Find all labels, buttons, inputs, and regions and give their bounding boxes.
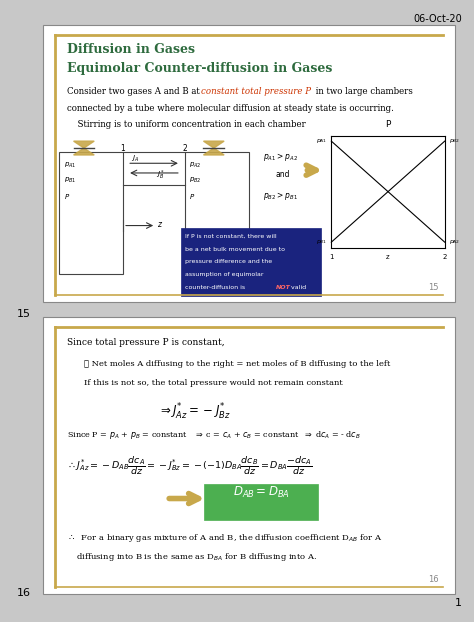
Polygon shape <box>73 141 94 148</box>
Text: If this is not so, the total pressure would not remain constant: If this is not so, the total pressure wo… <box>84 379 343 388</box>
Text: and: and <box>276 170 290 179</box>
Text: $p_{B1}$: $p_{B1}$ <box>64 176 76 185</box>
Text: $\Rightarrow J_{Az}^{*} = -J_{Bz}^{*}$: $\Rightarrow J_{Az}^{*} = -J_{Bz}^{*}$ <box>158 402 231 422</box>
FancyBboxPatch shape <box>59 152 123 274</box>
Text: assumption of equimolar: assumption of equimolar <box>185 272 264 277</box>
Text: Since P = $p_A$ + $p_B$ = constant   $\Rightarrow$ c = $c_A$ + $c_B$ = constant : Since P = $p_A$ + $p_B$ = constant $\Rig… <box>67 429 361 442</box>
Text: NOT: NOT <box>276 285 291 290</box>
Text: $z$: $z$ <box>157 220 164 230</box>
Text: Equimolar Counter-diffusion in Gases: Equimolar Counter-diffusion in Gases <box>67 62 333 75</box>
Text: If P is not constant, there will: If P is not constant, there will <box>185 234 276 239</box>
FancyBboxPatch shape <box>43 317 455 594</box>
Text: 16: 16 <box>17 588 31 598</box>
Text: 1: 1 <box>329 254 334 260</box>
Text: valid: valid <box>289 285 306 290</box>
Text: $\therefore$  For a binary gas mixture of A and B, the diffusion coefficient D$_: $\therefore$ For a binary gas mixture of… <box>67 532 383 544</box>
Text: 16: 16 <box>428 575 438 584</box>
Text: diffusing into B is the same as D$_{BA}$ for B diffusing into A.: diffusing into B is the same as D$_{BA}$… <box>76 551 317 563</box>
FancyBboxPatch shape <box>43 25 455 302</box>
FancyBboxPatch shape <box>185 152 249 274</box>
Text: connected by a tube where molecular diffusion at steady state is occurring.: connected by a tube where molecular diff… <box>67 104 394 113</box>
Text: P: P <box>385 119 391 129</box>
Text: 15: 15 <box>428 283 438 292</box>
Text: counter-diffusion is: counter-diffusion is <box>185 285 247 290</box>
Text: 15: 15 <box>17 309 31 319</box>
Text: $p_{A1}$: $p_{A1}$ <box>64 160 76 170</box>
Text: 1: 1 <box>121 144 126 153</box>
Text: $p_{B2}$: $p_{B2}$ <box>449 137 460 145</box>
Text: z: z <box>386 254 390 260</box>
FancyBboxPatch shape <box>181 228 321 296</box>
Text: 06-Oct-20: 06-Oct-20 <box>413 14 462 24</box>
Text: $p_{A1} > p_{A2}$: $p_{A1} > p_{A2}$ <box>263 151 298 163</box>
Text: in two large chambers: in two large chambers <box>313 87 413 96</box>
Text: $p_{B1}$: $p_{B1}$ <box>316 238 327 246</box>
Text: ∴ Net moles A diffusing to the right = net moles of B diffusing to the left: ∴ Net moles A diffusing to the right = n… <box>84 360 390 368</box>
Text: $p_{A2}$: $p_{A2}$ <box>189 160 201 170</box>
Text: Diffusion in Gases: Diffusion in Gases <box>67 43 195 56</box>
Text: $P$: $P$ <box>64 192 70 202</box>
Text: Consider two gases A and B at: Consider two gases A and B at <box>67 87 203 96</box>
Text: Since total pressure P is constant,: Since total pressure P is constant, <box>67 338 225 347</box>
Polygon shape <box>203 141 224 148</box>
Polygon shape <box>203 148 224 155</box>
Text: $p_{A1}$: $p_{A1}$ <box>316 137 327 145</box>
Text: be a net bulk movement due to: be a net bulk movement due to <box>185 246 285 251</box>
Text: $J_B^*$: $J_B^*$ <box>156 169 165 182</box>
Text: $D_{AB} = D_{BA}$: $D_{AB} = D_{BA}$ <box>233 485 290 500</box>
Text: 2: 2 <box>443 254 447 260</box>
FancyBboxPatch shape <box>204 484 318 520</box>
Text: 2: 2 <box>182 144 187 153</box>
Text: constant total pressure P: constant total pressure P <box>201 87 311 96</box>
Text: $p_{B2}$: $p_{B2}$ <box>189 176 201 185</box>
Text: $P$: $P$ <box>189 192 195 202</box>
Polygon shape <box>73 148 94 155</box>
Text: 1: 1 <box>455 598 462 608</box>
Text: $p_{B2} > p_{B1}$: $p_{B2} > p_{B1}$ <box>263 190 298 202</box>
Text: $\therefore J_{Az}^{*} = -D_{AB}\dfrac{dc_A}{dz}$$= -J_{Bz}^{*} = -(-1)D_{BA}\df: $\therefore J_{Az}^{*} = -D_{AB}\dfrac{d… <box>67 454 313 476</box>
Text: $J_A$: $J_A$ <box>131 154 139 164</box>
Text: $p_{A2}$: $p_{A2}$ <box>449 238 460 246</box>
Text: Stirring is to uniform concentration in each chamber: Stirring is to uniform concentration in … <box>72 121 305 129</box>
Text: pressure difference and the: pressure difference and the <box>185 259 272 264</box>
